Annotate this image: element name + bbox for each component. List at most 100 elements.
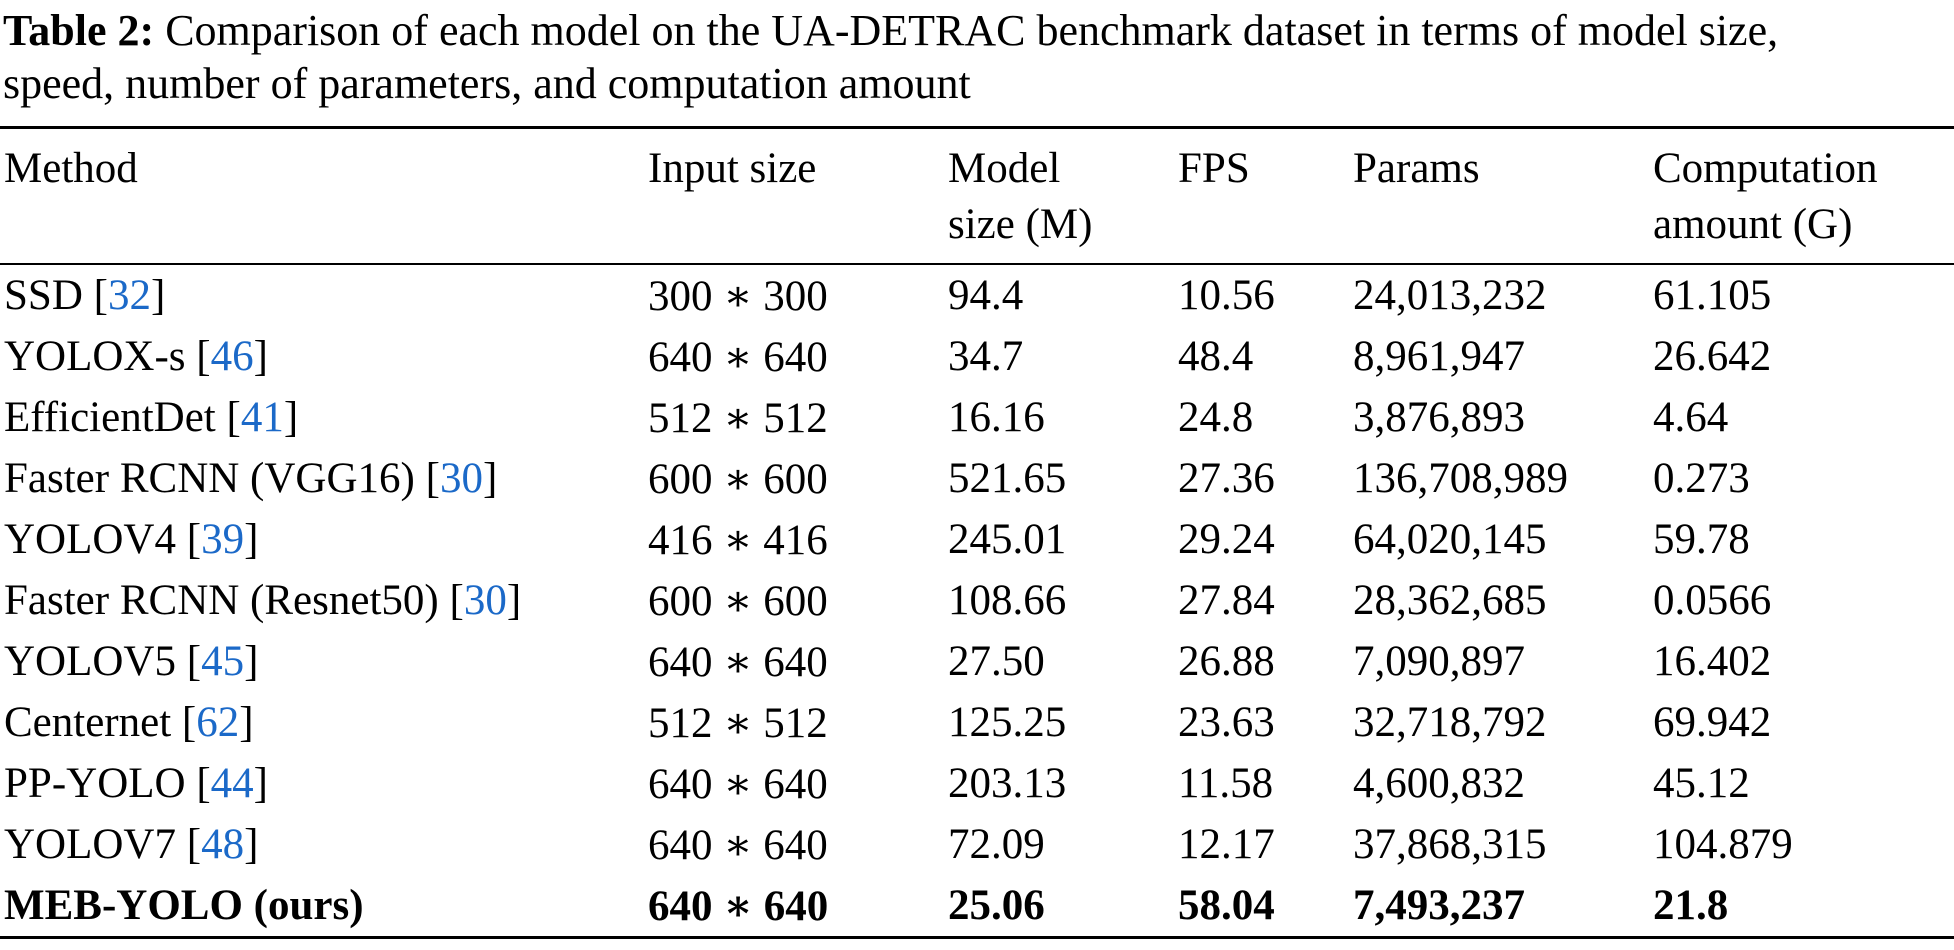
computation-cell: 21.8	[1653, 882, 1729, 929]
model-size-cell: 34.7	[948, 333, 1024, 380]
fps-cell: 24.8	[1178, 394, 1254, 441]
params-cell: 32,718,792	[1353, 699, 1547, 746]
citation-bracket: ]	[253, 760, 268, 807]
fps-cell: 26.88	[1178, 638, 1275, 685]
method-cell: Faster RCNN (VGG16) [30]	[0, 448, 648, 509]
citation-bracket: ]	[482, 455, 498, 502]
table-row: PP-YOLO [44] 640 ∗ 640 203.13 11.58 4,60…	[0, 753, 1954, 814]
citation-bracket: [	[186, 821, 202, 868]
citation-link[interactable]: 62	[196, 699, 240, 746]
table-row: YOLOV5 [45] 640 ∗ 640 27.50 26.88 7,090,…	[0, 631, 1954, 692]
method-cell: Faster RCNN (Resnet50) [30]	[0, 570, 648, 631]
computation-cell: 0.0566	[1653, 577, 1772, 624]
table-row: Faster RCNN (Resnet50) [30] 600 ∗ 600 10…	[0, 570, 1954, 631]
table-caption-label: Table 2:	[3, 6, 155, 55]
method-name: YOLOX-s	[4, 333, 197, 380]
table-caption-text-line2: speed, number of parameters, and computa…	[3, 59, 971, 108]
citation-bracket: [	[196, 333, 211, 380]
table-caption: Table 2: Comparison of each model on the…	[0, 0, 1954, 110]
fps-cell: 23.63	[1178, 699, 1275, 746]
citation-bracket: [	[186, 516, 202, 563]
model-size-cell: 125.25	[948, 699, 1067, 746]
model-size-cell: 16.16	[948, 394, 1045, 441]
citation-link[interactable]: 39	[201, 516, 245, 563]
params-cell: 3,876,893	[1353, 394, 1525, 441]
table-row: YOLOV7 [48] 640 ∗ 640 72.09 12.17 37,868…	[0, 814, 1954, 875]
input-size-cell: 600 ∗ 600	[648, 577, 828, 625]
method-cell: YOLOV7 [48]	[0, 814, 648, 875]
citation-bracket: [	[449, 577, 464, 624]
citation-bracket: [	[226, 394, 241, 441]
model-size-cell: 521.65	[948, 455, 1067, 502]
input-size-cell: 640 ∗ 640	[648, 882, 829, 930]
method-name: Faster RCNN (VGG16)	[4, 455, 426, 502]
citation-bracket: [	[181, 699, 197, 746]
citation-link[interactable]: 32	[107, 272, 151, 319]
method-cell: Centernet [62]	[0, 692, 648, 753]
input-size-cell: 512 ∗ 512	[648, 699, 828, 747]
params-cell: 37,868,315	[1353, 821, 1547, 868]
computation-cell: 45.12	[1653, 760, 1750, 807]
table-header: Method Input size Model size (M) FPS Para…	[0, 128, 1954, 264]
computation-cell: 61.105	[1653, 272, 1772, 319]
params-cell: 136,708,989	[1353, 455, 1568, 502]
citation-link[interactable]: 48	[201, 821, 245, 868]
method-cell: EfficientDet [41]	[0, 387, 648, 448]
method-cell: YOLOX-s [46]	[0, 326, 648, 387]
fps-cell: 11.58	[1178, 760, 1274, 807]
model-size-cell: 245.01	[948, 516, 1067, 563]
method-name: YOLOV7	[4, 821, 187, 868]
method-cell: YOLOV4 [39]	[0, 509, 648, 570]
computation-cell: 4.64	[1653, 394, 1729, 441]
method-cell: YOLOV5 [45]	[0, 631, 648, 692]
method-name: Faster RCNN (Resnet50)	[4, 577, 450, 624]
comparison-table: Method Input size Model size (M) FPS Para…	[0, 126, 1954, 939]
citation-link[interactable]: 46	[210, 333, 254, 380]
citation-bracket: ]	[150, 272, 166, 319]
computation-cell: 59.78	[1653, 516, 1750, 563]
citation-bracket: ]	[244, 821, 259, 868]
citation-bracket: ]	[253, 333, 268, 380]
input-size-cell: 300 ∗ 300	[648, 272, 828, 320]
citation-link[interactable]: 30	[439, 455, 483, 502]
method-name: Centernet	[4, 699, 182, 746]
model-size-cell: 25.06	[948, 882, 1045, 929]
header-input-size: Input size	[648, 145, 817, 192]
citation-bracket: [	[93, 272, 108, 319]
fps-cell: 12.17	[1178, 821, 1275, 868]
table-row: Faster RCNN (VGG16) [30] 600 ∗ 600 521.6…	[0, 448, 1954, 509]
params-cell: 28,362,685	[1353, 577, 1547, 624]
header-method: Method	[4, 145, 138, 192]
fps-cell: 27.84	[1178, 577, 1275, 624]
citation-bracket: [	[186, 638, 202, 685]
citation-link[interactable]: 41	[240, 394, 284, 441]
input-size-cell: 640 ∗ 640	[648, 821, 828, 869]
fps-cell: 10.56	[1178, 272, 1275, 319]
input-size-cell: 512 ∗ 512	[648, 394, 828, 442]
model-size-cell: 27.50	[948, 638, 1045, 685]
input-size-cell: 640 ∗ 640	[648, 638, 828, 686]
table-row-ours: MEB-YOLO (ours) 640 ∗ 640 25.06 58.04 7,…	[0, 875, 1954, 938]
model-size-cell: 94.4	[948, 272, 1024, 319]
computation-cell: 104.879	[1653, 821, 1793, 868]
citation-link[interactable]: 30	[463, 577, 507, 624]
table-body: SSD [32] 300 ∗ 300 94.4 10.56 24,013,232…	[0, 264, 1954, 938]
table-row: Centernet [62] 512 ∗ 512 125.25 23.63 32…	[0, 692, 1954, 753]
params-cell: 7,090,897	[1353, 638, 1525, 685]
citation-bracket: ]	[283, 394, 299, 441]
model-size-cell: 108.66	[948, 577, 1067, 624]
table-caption-text-line1: Comparison of each model on the UA-DETRA…	[154, 6, 1779, 55]
model-size-cell: 203.13	[948, 760, 1067, 807]
header-fps: FPS	[1178, 145, 1250, 192]
method-name: MEB-YOLO (ours)	[4, 882, 364, 929]
citation-link[interactable]: 44	[210, 760, 254, 807]
table-row: YOLOV4 [39] 416 ∗ 416 245.01 29.24 64,02…	[0, 509, 1954, 570]
header-model-size: Model size (M)	[948, 145, 1093, 248]
params-cell: 24,013,232	[1353, 272, 1547, 319]
params-cell: 4,600,832	[1353, 760, 1525, 807]
computation-cell: 26.642	[1653, 333, 1772, 380]
method-cell: PP-YOLO [44]	[0, 753, 648, 814]
citation-link[interactable]: 45	[201, 638, 245, 685]
table-row: EfficientDet [41] 512 ∗ 512 16.16 24.8 3…	[0, 387, 1954, 448]
